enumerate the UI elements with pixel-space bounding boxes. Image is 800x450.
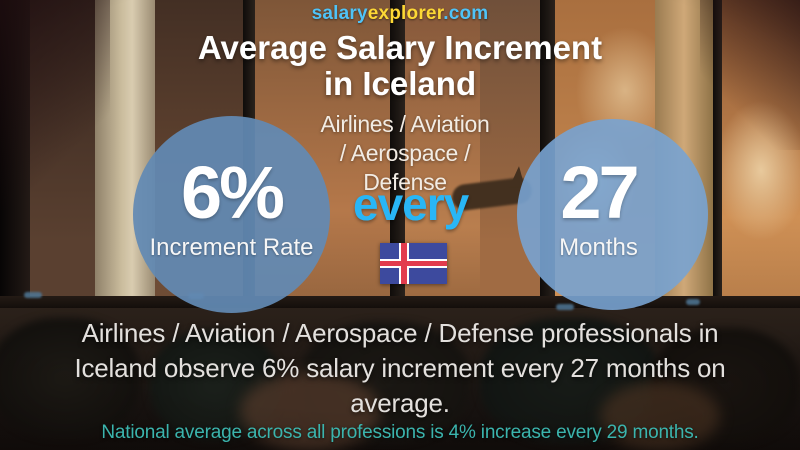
iceland-flag <box>380 243 447 284</box>
months-value: 27 <box>560 150 639 234</box>
brand-logo-domain: .com <box>443 3 489 24</box>
every-label: every <box>353 178 469 230</box>
page-title-line2: in Iceland <box>323 65 477 102</box>
summary-line2: Iceland observe 6% salary increment ever… <box>74 353 726 383</box>
brand-logo-explorer: explorer <box>367 3 444 24</box>
brand-logo: salaryexplorer.com <box>0 3 800 25</box>
career-subtitle: Airlines / Aviation / Aerospace / Defens… <box>285 110 525 197</box>
summary-line1: Airlines / Aviation / Aerospace / Defens… <box>81 318 719 348</box>
increment-rate-label: Increment Rate <box>149 233 314 261</box>
months-circle: 27 Months <box>517 119 708 310</box>
increment-rate-value: 6% <box>181 150 285 234</box>
national-average-footnote: National average across all professions … <box>101 422 699 443</box>
page-title: Average Salary Increment in Iceland <box>0 30 800 102</box>
career-subtitle-line2: / Aerospace / <box>339 140 471 166</box>
career-subtitle-line1: Airlines / Aviation <box>320 111 490 137</box>
summary-text: Airlines / Aviation / Aerospace / Defens… <box>0 316 800 421</box>
increment-rate-content: 6% Increment Rate <box>149 150 314 262</box>
months-label: Months <box>559 233 638 261</box>
increment-rate-circle: 6% Increment Rate <box>133 116 330 313</box>
corner-shadow <box>700 0 800 150</box>
career-subtitle-line3: Defense <box>363 169 447 195</box>
brand-logo-salary: salary <box>311 3 368 24</box>
corner-shadow <box>0 0 110 210</box>
page-title-line1: Average Salary Increment <box>197 29 603 66</box>
months-content: 27 Months <box>559 150 640 262</box>
summary-line3: average. <box>350 388 450 418</box>
flag-red-cross-horizontal <box>380 261 447 266</box>
